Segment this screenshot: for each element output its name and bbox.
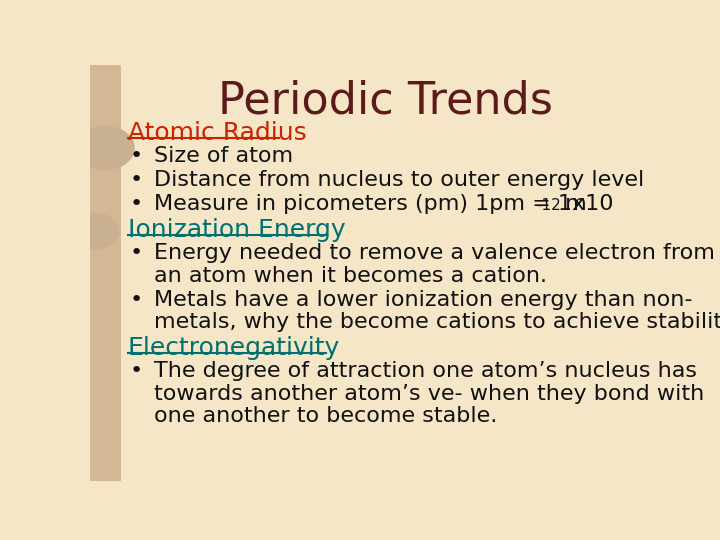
Text: Ionization Energy: Ionization Energy	[128, 218, 346, 242]
Text: one another to become stable.: one another to become stable.	[154, 406, 498, 426]
Text: Electronegativity: Electronegativity	[128, 336, 340, 360]
Text: Periodic Trends: Periodic Trends	[218, 79, 553, 123]
Text: Energy needed to remove a valence electron from: Energy needed to remove a valence electr…	[154, 243, 715, 263]
Text: Distance from nucleus to outer energy level: Distance from nucleus to outer energy le…	[154, 170, 644, 190]
Text: •: •	[130, 361, 143, 381]
Text: •: •	[130, 170, 143, 190]
Text: -12: -12	[536, 198, 562, 213]
Text: •: •	[130, 194, 143, 214]
Text: Atomic Radius: Atomic Radius	[128, 121, 307, 145]
Circle shape	[72, 214, 119, 248]
Circle shape	[76, 126, 134, 170]
Text: •: •	[130, 290, 143, 310]
Text: •: •	[130, 146, 143, 166]
Text: metals, why the become cations to achieve stability.: metals, why the become cations to achiev…	[154, 312, 720, 332]
Text: Measure in picometers (pm) 1pm = 1x10: Measure in picometers (pm) 1pm = 1x10	[154, 194, 613, 214]
Text: The degree of attraction one atom’s nucleus has: The degree of attraction one atom’s nucl…	[154, 361, 697, 381]
Text: towards another atom’s ve- when they bond with: towards another atom’s ve- when they bon…	[154, 384, 704, 404]
Text: Metals have a lower ionization energy than non-: Metals have a lower ionization energy th…	[154, 290, 693, 310]
Text: •: •	[130, 243, 143, 263]
Text: an atom when it becomes a cation.: an atom when it becomes a cation.	[154, 266, 547, 286]
Text: Size of atom: Size of atom	[154, 146, 293, 166]
Text: m: m	[558, 194, 587, 214]
FancyBboxPatch shape	[90, 65, 121, 481]
